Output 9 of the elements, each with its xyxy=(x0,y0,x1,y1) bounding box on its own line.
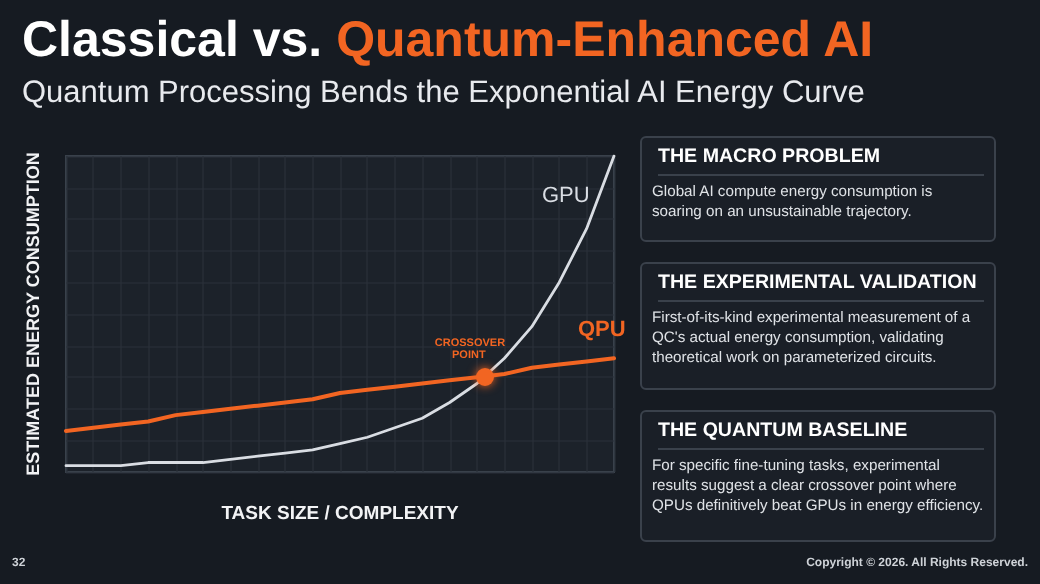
chart-subtitle: Quantum Processing Bends the Exponential AI Energy Curve xyxy=(22,76,865,112)
text: THE QUANTUM BASELINE xyxy=(658,420,984,450)
text: THE EXPERIMENTAL VALIDATION xyxy=(658,272,984,302)
series-label: GPU xyxy=(542,184,590,208)
x-axis-title: TASK SIZE / COMPLEXITY xyxy=(221,503,460,525)
text: THE MACRO PROBLEM xyxy=(658,146,984,176)
chart-title: Classical vs. Quantum-Enhanced AI xyxy=(22,12,874,68)
y-axis-title: ESTIMATED ENERGY CONSUMPTION xyxy=(23,152,43,476)
series-label: QPU xyxy=(578,318,626,343)
